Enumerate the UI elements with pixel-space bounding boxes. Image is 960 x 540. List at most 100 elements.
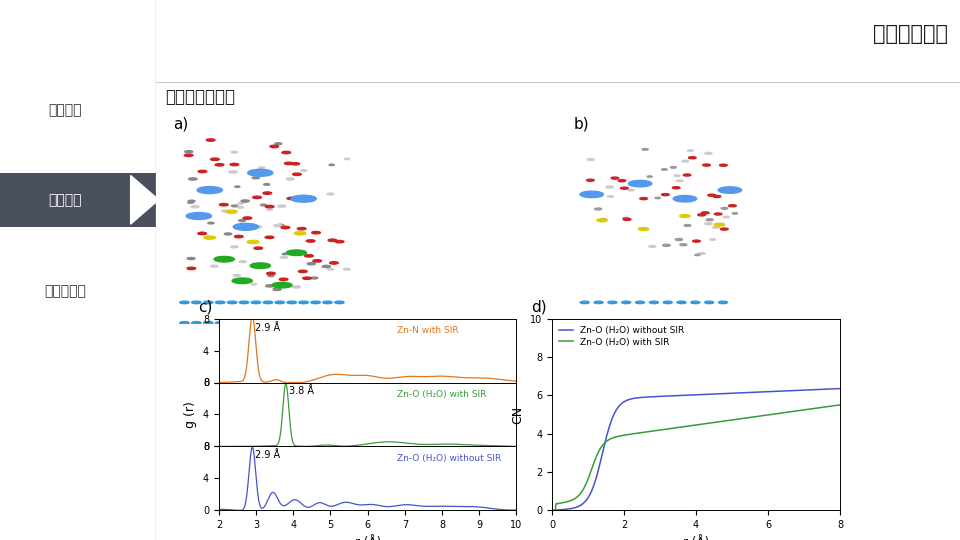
- Circle shape: [180, 301, 189, 303]
- Circle shape: [243, 217, 252, 219]
- Circle shape: [713, 195, 721, 198]
- Circle shape: [732, 213, 737, 214]
- Circle shape: [206, 139, 215, 141]
- Circle shape: [302, 277, 311, 279]
- Circle shape: [608, 322, 617, 324]
- Circle shape: [215, 301, 225, 303]
- Circle shape: [712, 226, 719, 228]
- Circle shape: [705, 322, 713, 324]
- Circle shape: [273, 288, 281, 291]
- Circle shape: [225, 233, 231, 235]
- Circle shape: [287, 197, 296, 200]
- Circle shape: [239, 261, 247, 262]
- Circle shape: [220, 204, 228, 206]
- Circle shape: [656, 197, 660, 199]
- Circle shape: [721, 228, 728, 230]
- Circle shape: [636, 322, 644, 324]
- Circle shape: [239, 301, 249, 303]
- Circle shape: [291, 195, 316, 202]
- Text: 2.9 Å: 2.9 Å: [255, 450, 280, 461]
- Circle shape: [253, 226, 262, 228]
- Circle shape: [230, 163, 239, 166]
- Circle shape: [198, 170, 206, 173]
- Circle shape: [729, 205, 736, 207]
- Circle shape: [638, 227, 649, 231]
- Bar: [0, 173, 156, 227]
- Circle shape: [313, 260, 322, 262]
- Circle shape: [691, 301, 700, 303]
- Circle shape: [714, 223, 725, 226]
- Circle shape: [263, 301, 273, 303]
- Circle shape: [197, 187, 223, 193]
- Circle shape: [649, 301, 659, 303]
- Circle shape: [622, 322, 631, 324]
- Circle shape: [252, 284, 256, 285]
- Circle shape: [623, 218, 631, 220]
- Circle shape: [267, 272, 276, 275]
- Circle shape: [580, 301, 589, 303]
- Circle shape: [718, 322, 728, 324]
- Circle shape: [188, 200, 195, 202]
- Circle shape: [226, 210, 237, 213]
- Circle shape: [623, 218, 629, 219]
- Circle shape: [277, 205, 286, 207]
- Text: 分子动力学模拟: 分子动力学模拟: [165, 88, 235, 106]
- Circle shape: [345, 158, 349, 160]
- Circle shape: [276, 301, 284, 303]
- Circle shape: [705, 152, 712, 154]
- Circle shape: [328, 239, 337, 241]
- Circle shape: [282, 151, 291, 154]
- Text: g (r): g (r): [183, 401, 197, 428]
- Circle shape: [662, 244, 670, 246]
- Circle shape: [707, 219, 713, 221]
- Circle shape: [215, 164, 224, 166]
- Circle shape: [252, 322, 261, 324]
- Circle shape: [228, 171, 237, 173]
- Circle shape: [594, 208, 602, 210]
- Circle shape: [661, 168, 667, 170]
- Circle shape: [214, 256, 234, 262]
- Circle shape: [608, 301, 617, 303]
- Circle shape: [232, 278, 252, 284]
- Circle shape: [186, 213, 211, 219]
- Circle shape: [295, 232, 306, 235]
- Circle shape: [281, 226, 290, 228]
- Circle shape: [184, 151, 193, 153]
- Circle shape: [703, 164, 710, 166]
- Circle shape: [687, 150, 693, 151]
- Circle shape: [228, 322, 237, 324]
- Circle shape: [251, 263, 271, 268]
- Circle shape: [612, 177, 618, 179]
- Circle shape: [280, 256, 287, 258]
- Circle shape: [293, 173, 301, 176]
- Circle shape: [192, 301, 201, 303]
- Circle shape: [682, 160, 688, 162]
- Circle shape: [323, 301, 332, 303]
- Circle shape: [649, 246, 656, 247]
- Circle shape: [718, 301, 728, 303]
- Circle shape: [695, 254, 700, 255]
- Circle shape: [693, 240, 700, 242]
- Circle shape: [688, 157, 696, 159]
- Circle shape: [258, 167, 265, 168]
- Circle shape: [721, 207, 728, 209]
- Circle shape: [618, 180, 626, 182]
- Circle shape: [672, 187, 680, 189]
- Circle shape: [335, 322, 344, 324]
- Circle shape: [698, 214, 706, 216]
- Circle shape: [323, 322, 332, 324]
- Circle shape: [329, 164, 334, 166]
- Circle shape: [335, 301, 344, 303]
- Circle shape: [188, 202, 194, 203]
- X-axis label: r (Å): r (Å): [354, 536, 381, 540]
- Text: Zn-O (H₂O) with SIR: Zn-O (H₂O) with SIR: [397, 390, 487, 399]
- Circle shape: [268, 275, 274, 276]
- Circle shape: [587, 179, 594, 181]
- Text: d): d): [531, 299, 546, 314]
- Circle shape: [233, 224, 258, 230]
- Circle shape: [204, 322, 213, 324]
- Circle shape: [680, 244, 687, 246]
- Text: 22: 22: [899, 515, 921, 530]
- Circle shape: [663, 301, 672, 303]
- Circle shape: [260, 204, 266, 206]
